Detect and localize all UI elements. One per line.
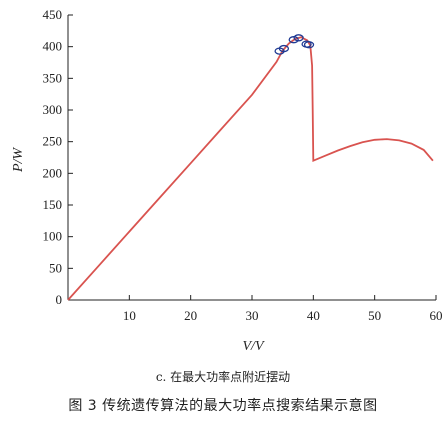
y-tick-label: 450	[43, 7, 63, 22]
y-tick-label: 100	[43, 229, 63, 244]
series-line-0	[67, 36, 434, 301]
y-tick-label: 150	[43, 197, 63, 212]
y-tick-label: 300	[43, 102, 63, 117]
figure-caption: 图 3 传统遗传算法的最大功率点搜索结果示意图	[68, 398, 378, 414]
marker-group	[274, 34, 315, 55]
y-axis-title: P/W	[11, 147, 26, 173]
y-tick-label: 350	[43, 70, 63, 85]
x-tick-label: 10	[123, 308, 136, 323]
y-tick-label: 250	[43, 134, 63, 149]
x-tick-label: 50	[368, 308, 381, 323]
x-axis-title: V/V	[243, 339, 265, 354]
tick-group: 0 50 100 150 200 250 300 350 400 450 10 20 30 40 50 60	[43, 7, 443, 323]
search-point-marker	[278, 44, 290, 53]
x-tick-label: 60	[430, 308, 443, 323]
y-tick-label: 50	[49, 260, 62, 275]
x-tick-label: 30	[246, 308, 259, 323]
sub-caption: c. 在最大功率点附近摆动	[155, 370, 291, 384]
axes	[67, 15, 436, 301]
series-group	[67, 36, 434, 301]
x-tick-label: 20	[184, 308, 197, 323]
x-tick-label: 40	[307, 308, 320, 323]
search-point-marker	[303, 41, 315, 49]
search-point-marker	[293, 34, 304, 42]
y-tick-label: 400	[43, 39, 63, 54]
y-tick-label: 200	[43, 165, 63, 180]
y-tick-label: 0	[56, 292, 63, 307]
